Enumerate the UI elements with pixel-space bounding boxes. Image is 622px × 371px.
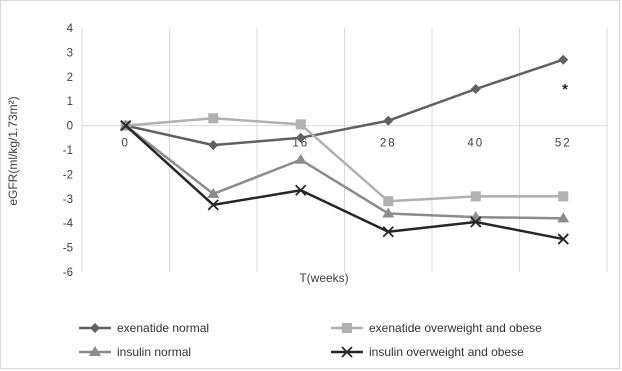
data-point-marker <box>470 191 481 202</box>
data-point-marker <box>383 196 394 207</box>
series-line <box>124 124 564 220</box>
data-point-marker <box>295 184 307 196</box>
legend: exenatide normal exenatide overweight and… <box>79 321 542 359</box>
series-line <box>125 117 564 203</box>
data-point-marker <box>383 115 394 126</box>
data-point-marker <box>557 212 570 223</box>
y-tick-label: -3 <box>63 194 73 206</box>
data-point-marker <box>207 199 219 211</box>
data-point-marker <box>294 153 307 164</box>
y-tick-label: 1 <box>67 96 73 108</box>
x-tick-label: 0 <box>122 138 130 150</box>
y-tick-label: -6 <box>63 267 73 279</box>
series <box>120 119 569 245</box>
legend-swatch-marker <box>341 346 353 358</box>
data-point-marker <box>558 191 569 202</box>
data-point-marker <box>208 140 219 151</box>
data-point-marker <box>558 54 569 65</box>
x-axis-ticks: 0 16 28 40 52 <box>122 138 572 150</box>
legend-item: insulin overweight and obese <box>331 345 524 359</box>
legend-label: exenatide normal <box>117 321 209 335</box>
x-tick-label: 40 <box>467 138 484 150</box>
legend-label: insulin overweight and obese <box>369 345 524 359</box>
data-point-marker <box>382 226 394 238</box>
data-point-marker <box>382 207 395 218</box>
series-group <box>119 54 570 245</box>
data-point-marker <box>208 113 219 124</box>
legend-item: exenatide normal <box>79 321 209 335</box>
grid-lines <box>81 28 608 272</box>
legend-item: exenatide overweight and obese <box>331 321 542 335</box>
x-tick-label: 52 <box>555 138 572 150</box>
y-tick-label: 0 <box>67 121 73 133</box>
y-tick-label: 4 <box>67 23 74 35</box>
series-line <box>125 58 564 147</box>
data-point-marker <box>295 132 306 143</box>
y-axis-ticks: 4 3 2 1 0 -1 -2 -3 -4 -5 -6 <box>63 23 74 279</box>
data-point-marker <box>557 233 569 245</box>
y-tick-label: -2 <box>63 169 73 181</box>
x-axis-title: T(weeks) <box>299 271 348 285</box>
legend-label: exenatide overweight and obese <box>369 321 542 335</box>
legend-label: insulin normal <box>117 345 191 359</box>
legend-swatch-marker <box>89 346 101 356</box>
data-point-marker <box>295 119 306 130</box>
series-line <box>124 124 564 241</box>
x-tick-label: 28 <box>380 138 397 150</box>
data-point-marker <box>207 187 220 198</box>
y-tick-label: 3 <box>67 47 73 59</box>
legend-swatch-marker <box>90 323 100 333</box>
data-point-marker <box>470 216 482 228</box>
y-tick-label: -5 <box>63 243 73 255</box>
y-axis-title: eGFR(ml/kg/1.73m²) <box>6 96 20 205</box>
legend-swatch-marker <box>342 323 352 333</box>
significance-annotation: * <box>562 81 568 98</box>
legend-item: insulin normal <box>79 345 191 359</box>
x-tick-label: 16 <box>292 138 309 150</box>
y-tick-label: -4 <box>63 218 74 230</box>
y-tick-label: 2 <box>67 72 73 84</box>
data-point-marker <box>120 119 132 132</box>
y-tick-label: -1 <box>63 145 73 157</box>
data-point-marker <box>470 84 481 94</box>
